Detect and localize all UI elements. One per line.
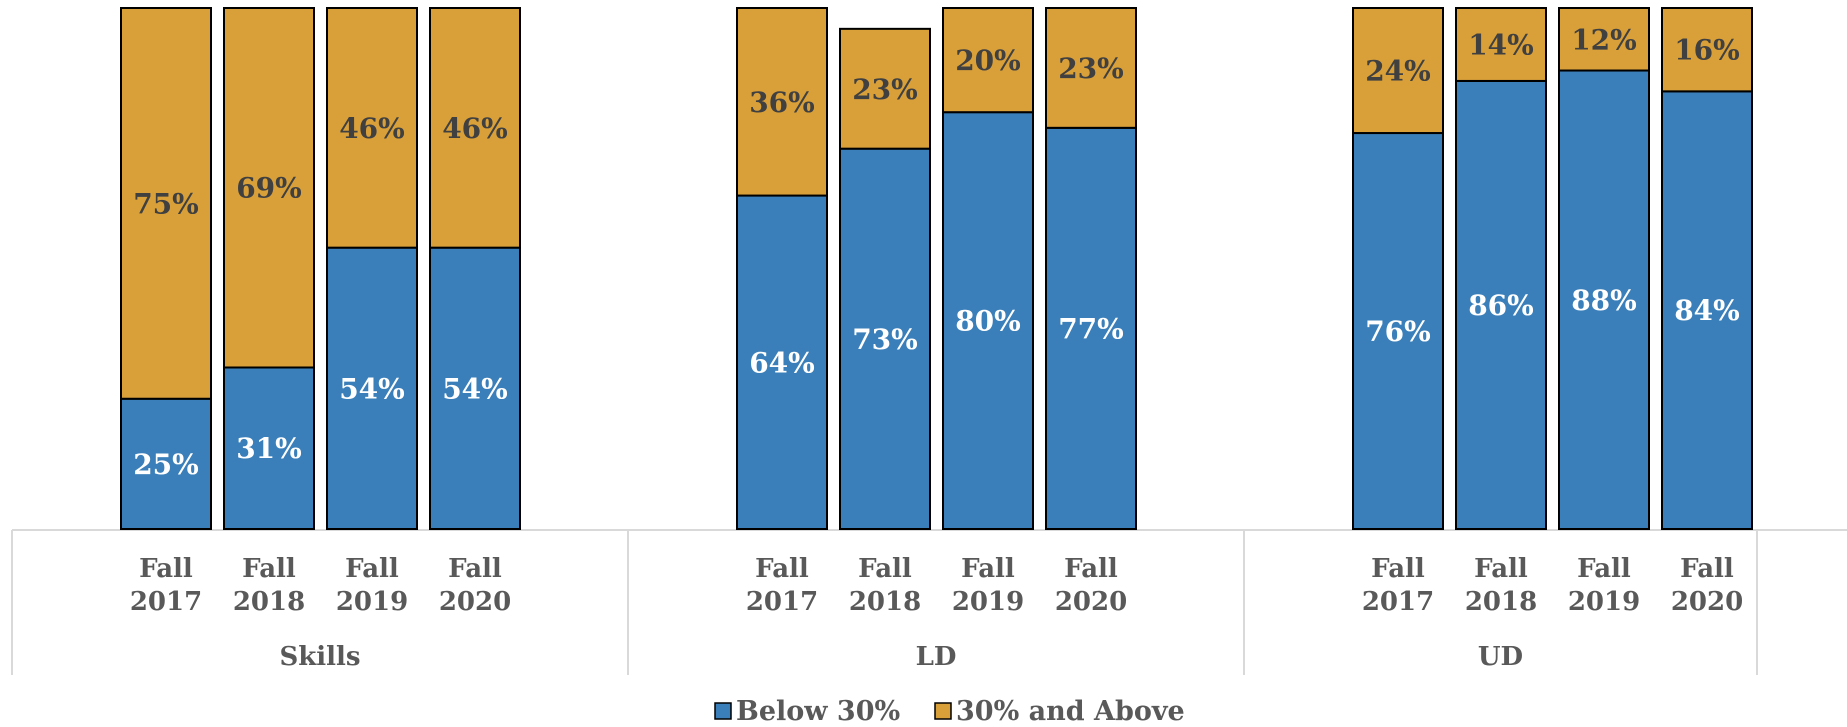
bar-skills-3-series-0	[429, 246, 521, 530]
data-label-ud-2-series-1: 12%	[1571, 23, 1637, 56]
data-label-ld-0-series-0: 64%	[749, 346, 815, 379]
data-label-ld-1-series-1: 23%	[852, 73, 918, 106]
group-label-ld: LD	[916, 642, 957, 672]
bar-ld-1-series-0	[839, 147, 931, 530]
group-label-ud: UD	[1478, 642, 1523, 672]
tick-label-ud-3: Fall 2020	[1671, 554, 1743, 617]
data-label-skills-3-series-1: 46%	[442, 112, 508, 145]
bar-ld-2-series-0	[942, 111, 1034, 530]
tick-label-ld-3: Fall 2020	[1055, 554, 1127, 617]
tick-label-skills-0: Fall 2017	[130, 554, 202, 617]
bar-ld-1-series-1	[839, 27, 931, 150]
data-label-skills-1-series-1: 69%	[236, 172, 302, 205]
tick-label-ld-2: Fall 2019	[952, 554, 1024, 617]
bar-skills-0-series-0	[120, 397, 212, 530]
tick-label-skills-1: Fall 2018	[233, 554, 305, 617]
bar-ud-0-series-1	[1352, 7, 1444, 135]
bar-skills-0-series-1	[120, 7, 212, 400]
tick-label-ud-1: Fall 2018	[1465, 554, 1537, 617]
tick-label-ud-2: Fall 2019	[1568, 554, 1640, 617]
data-label-ud-1-series-0: 86%	[1468, 289, 1534, 322]
bar-ud-1-series-1	[1455, 7, 1547, 82]
data-label-skills-3-series-0: 54%	[442, 372, 508, 405]
tick-label-ud-0: Fall 2017	[1362, 554, 1434, 617]
bar-skills-2-series-1	[326, 7, 418, 249]
data-label-ld-1-series-0: 73%	[852, 323, 918, 356]
bar-ud-2-series-1	[1558, 7, 1650, 72]
data-label-ud-3-series-1: 16%	[1674, 34, 1740, 67]
data-label-ud-0-series-0: 76%	[1365, 315, 1431, 348]
data-label-skills-2-series-0: 54%	[339, 372, 405, 405]
group-label-skills: Skills	[279, 642, 360, 672]
data-label-skills-1-series-0: 31%	[236, 432, 302, 465]
data-label-skills-2-series-1: 46%	[339, 112, 405, 145]
bar-skills-1-series-1	[223, 7, 315, 369]
bar-ld-0-series-0	[736, 194, 828, 530]
data-label-ld-3-series-0: 77%	[1058, 312, 1124, 345]
data-label-ld-2-series-1: 20%	[955, 44, 1021, 77]
data-label-ud-1-series-1: 14%	[1468, 28, 1534, 61]
legend-swatch-1	[934, 702, 952, 720]
bar-ud-3-series-1	[1661, 7, 1753, 93]
data-label-ud-2-series-0: 88%	[1571, 284, 1637, 317]
bar-ld-2-series-1	[942, 7, 1034, 114]
data-label-ld-2-series-0: 80%	[955, 305, 1021, 338]
data-label-ld-3-series-1: 23%	[1058, 52, 1124, 85]
data-label-ud-3-series-0: 84%	[1674, 294, 1740, 327]
legend-label-1: 30% and Above	[956, 696, 1185, 727]
tick-label-skills-3: Fall 2020	[439, 554, 511, 617]
bar-ud-1-series-0	[1455, 79, 1547, 530]
tick-label-ld-1: Fall 2018	[849, 554, 921, 617]
bar-ld-3-series-1	[1045, 7, 1137, 129]
legend-swatch-0	[714, 702, 732, 720]
bar-ud-0-series-0	[1352, 132, 1444, 530]
bar-skills-3-series-1	[429, 7, 521, 249]
data-label-skills-0-series-0: 25%	[133, 448, 199, 481]
bar-ld-0-series-1	[736, 7, 828, 197]
tick-label-ld-0: Fall 2017	[746, 554, 818, 617]
data-label-ld-0-series-1: 36%	[749, 86, 815, 119]
tick-label-skills-2: Fall 2019	[336, 554, 408, 617]
bar-ud-3-series-0	[1661, 90, 1753, 531]
legend-label-0: Below 30%	[736, 696, 900, 727]
data-label-ud-0-series-1: 24%	[1365, 55, 1431, 88]
bar-ud-2-series-0	[1558, 69, 1650, 531]
bar-ld-3-series-0	[1045, 126, 1137, 531]
data-label-skills-0-series-1: 75%	[133, 187, 199, 220]
